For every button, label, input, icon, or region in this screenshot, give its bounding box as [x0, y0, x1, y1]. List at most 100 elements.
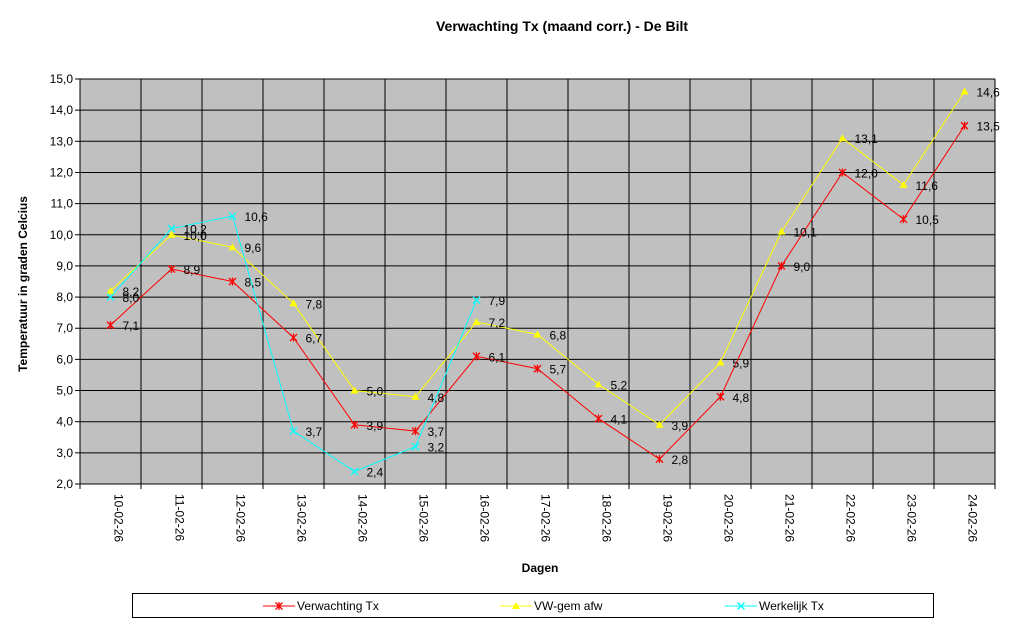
- data-label: 6,8: [550, 328, 567, 342]
- y-tick-label: 5,0: [56, 384, 73, 398]
- x-tick-label: 16-02-26: [478, 494, 492, 542]
- data-point: [228, 212, 237, 221]
- chart-title: Verwachting Tx (maand corr.) - De Bilt: [436, 18, 688, 34]
- data-label: 4,1: [611, 413, 628, 427]
- y-tick-label: 11,0: [51, 197, 74, 211]
- y-tick-label: 2,0: [56, 477, 73, 491]
- y-tick-label: 3,0: [56, 446, 73, 460]
- data-point: [899, 180, 908, 188]
- x-tick-label: 17-02-26: [539, 494, 553, 542]
- x-tick-label: 21-02-26: [783, 494, 797, 542]
- data-point: [167, 230, 176, 238]
- data-label: 8,9: [184, 263, 201, 277]
- data-label: 9,6: [245, 241, 262, 255]
- data-point: [533, 330, 542, 338]
- x-tick-label: 24-02-26: [966, 494, 980, 542]
- legend-label-vw-gem: VW-gem afw: [534, 599, 603, 613]
- data-label: 5,9: [733, 357, 750, 371]
- legend-swatch-verwachting: [263, 602, 295, 610]
- data-point: [960, 87, 969, 95]
- data-label: 12,0: [855, 166, 879, 180]
- data-point: [594, 414, 603, 423]
- data-label: 7,2: [489, 316, 506, 330]
- data-label: 10,5: [916, 213, 940, 227]
- legend-marker: [512, 602, 520, 609]
- series-0: [106, 121, 969, 464]
- x-tick-label: 12-02-26: [234, 494, 248, 542]
- x-tick-label: 23-02-26: [905, 494, 919, 542]
- data-point: [106, 286, 115, 294]
- data-point: [716, 358, 725, 366]
- data-point: [777, 261, 786, 270]
- data-label: 10,6: [245, 210, 269, 224]
- data-point: [533, 364, 542, 373]
- gridlines: [75, 78, 996, 489]
- data-point: [777, 227, 786, 235]
- data-label: 9,0: [794, 260, 811, 274]
- x-tick-label: 10-02-26: [112, 494, 126, 542]
- data-point: [228, 243, 237, 251]
- data-point: [899, 215, 908, 224]
- data-label: 5,0: [367, 385, 384, 399]
- data-label: 3,7: [306, 425, 323, 439]
- data-label: 4,8: [733, 391, 750, 405]
- y-tick-label: 7,0: [56, 321, 73, 335]
- legend-marker: [275, 602, 283, 610]
- data-point: [472, 352, 481, 361]
- line-chart: Verwachting Tx (maand corr.) - De Bilt 2…: [16, 18, 1001, 575]
- y-axis-title: Temperatuur in graden Celcius: [16, 196, 30, 372]
- data-point: [411, 427, 420, 436]
- y-tick-label: 4,0: [56, 415, 73, 429]
- data-point: [960, 121, 969, 130]
- data-point: [716, 392, 725, 401]
- y-tick-label: 10,0: [50, 228, 74, 242]
- legend-swatch-vw-gem: [500, 602, 532, 609]
- x-axis-title: Dagen: [522, 561, 559, 575]
- legend-marker: [737, 602, 745, 610]
- data-point: [655, 455, 664, 464]
- y-tick-label: 8,0: [56, 290, 73, 304]
- data-point: [472, 296, 481, 305]
- data-point: [838, 134, 847, 142]
- data-label: 5,7: [550, 363, 567, 377]
- data-label: 14,6: [977, 85, 1001, 99]
- data-label: 8,2: [123, 285, 140, 299]
- data-label: 3,2: [428, 441, 445, 455]
- x-tick-label: 11-02-26: [173, 494, 187, 541]
- y-tick-label: 6,0: [56, 352, 73, 366]
- y-tick-label: 9,0: [56, 259, 73, 273]
- data-point: [106, 321, 115, 330]
- data-label: 7,8: [306, 297, 323, 311]
- data-label: 11,6: [916, 179, 939, 193]
- data-label: 10,2: [184, 223, 208, 237]
- data-point: [350, 467, 359, 476]
- y-axis-ticks: 2,0 3,0 4,0 5,0 6,0 7,0 8,0 9,0 10,0 11,0 12,0 13,0…: [50, 72, 74, 491]
- data-label: 4,8: [428, 391, 445, 405]
- legend: Verwachting Tx VW-gem afw Werkelijk Tx: [132, 593, 934, 618]
- data-point: [167, 265, 176, 274]
- data-label: 5,2: [611, 378, 628, 392]
- data-point: [289, 333, 298, 342]
- data-label: 3,9: [672, 419, 689, 433]
- data-label: 10,0: [184, 229, 208, 243]
- series-group: [106, 87, 969, 476]
- series-2: [106, 212, 481, 476]
- data-point: [411, 442, 420, 451]
- data-label: 8,0: [123, 291, 140, 305]
- data-label: 8,5: [245, 276, 262, 290]
- data-point: [472, 318, 481, 325]
- data-label: 7,9: [489, 294, 506, 308]
- legend-label-werkelijk: Werkelijk Tx: [759, 599, 824, 613]
- y-tick-label: 14,0: [50, 103, 74, 117]
- x-tick-label: 20-02-26: [722, 494, 736, 542]
- x-tick-label: 15-02-26: [417, 494, 431, 542]
- data-label: 6,1: [489, 350, 506, 364]
- data-label: 2,8: [672, 453, 689, 467]
- data-point: [106, 293, 115, 302]
- data-point: [594, 380, 603, 388]
- data-label: 3,7: [428, 425, 445, 439]
- data-label: 13,5: [977, 120, 1001, 134]
- x-tick-label: 19-02-26: [661, 494, 675, 542]
- data-label: 10,1: [794, 226, 818, 240]
- data-point: [350, 386, 359, 394]
